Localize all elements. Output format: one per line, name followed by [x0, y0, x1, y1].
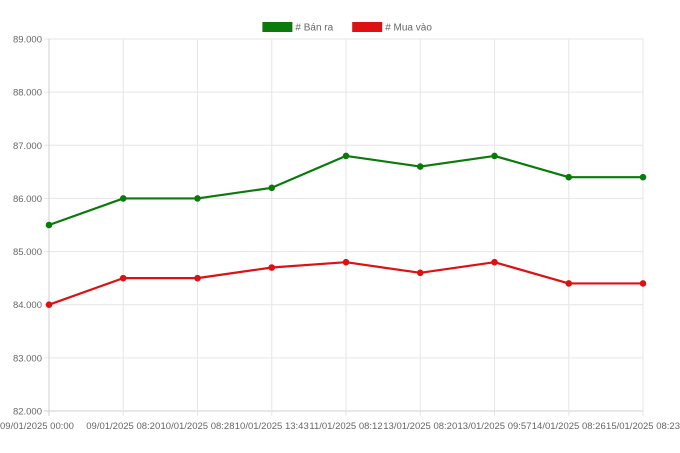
- data-point[interactable]: [45, 221, 53, 229]
- data-point[interactable]: [639, 173, 647, 181]
- data-point[interactable]: [639, 280, 647, 287]
- legend-label: # Mua vào: [385, 23, 432, 34]
- series-group: [45, 152, 647, 309]
- y-tick-label: 87.000: [13, 141, 42, 152]
- data-point[interactable]: [416, 269, 424, 277]
- x-tick-label: 09/01/2025 08:20: [86, 421, 160, 432]
- data-point[interactable]: [491, 258, 498, 266]
- legend-label: # Bán ra: [295, 23, 333, 34]
- data-point[interactable]: [565, 173, 573, 181]
- y-tick-label: 84.000: [13, 300, 42, 311]
- legend-item-0[interactable]: # Bán ra: [262, 22, 334, 34]
- data-point[interactable]: [416, 163, 424, 170]
- legend[interactable]: # Bán ra # Mua vào: [262, 22, 432, 34]
- legend-item-1[interactable]: # Mua vào: [352, 22, 432, 34]
- y-axis-ticks: 82.000 83.000 84.000 85.000 86.000 87.000 88.0…: [13, 35, 42, 418]
- y-tick-label: 86.000: [13, 194, 42, 205]
- data-point[interactable]: [342, 152, 350, 160]
- data-point[interactable]: [45, 301, 53, 309]
- grid-lines: [44, 38, 644, 416]
- legend-swatch: [352, 22, 383, 32]
- data-point[interactable]: [565, 280, 573, 287]
- y-tick-label: 88.000: [13, 88, 42, 99]
- x-tick-label: 15/01/2025 08:23: [606, 421, 680, 432]
- data-point[interactable]: [342, 258, 350, 266]
- data-point[interactable]: [268, 264, 276, 271]
- data-point[interactable]: [194, 195, 201, 202]
- x-tick-label: 14/01/2025 08:26: [532, 421, 606, 432]
- x-tick-label: 10/01/2025 13:43: [235, 421, 309, 432]
- x-tick-label: 13/01/2025 09:57: [458, 421, 532, 432]
- data-point[interactable]: [268, 184, 276, 192]
- x-tick-label: 13/01/2025 08:20: [383, 421, 457, 432]
- x-axis-ticks: 09/01/2025 00:00 09/01/2025 08:20 10/01/20…: [0, 421, 680, 432]
- data-point[interactable]: [491, 152, 498, 160]
- x-tick-label: 09/01/2025 00:00: [0, 421, 74, 432]
- x-tick-label: 10/01/2025 08:28: [161, 421, 235, 432]
- data-point[interactable]: [119, 195, 127, 202]
- data-point[interactable]: [119, 274, 127, 282]
- x-tick-label: 11/01/2025 08:12: [309, 421, 382, 432]
- y-tick-label: 85.000: [13, 247, 42, 258]
- y-tick-label: 82.000: [13, 407, 42, 418]
- data-point[interactable]: [194, 274, 201, 282]
- y-tick-label: 89.000: [13, 35, 42, 46]
- legend-swatch: [262, 22, 293, 32]
- y-tick-label: 83.000: [13, 353, 42, 364]
